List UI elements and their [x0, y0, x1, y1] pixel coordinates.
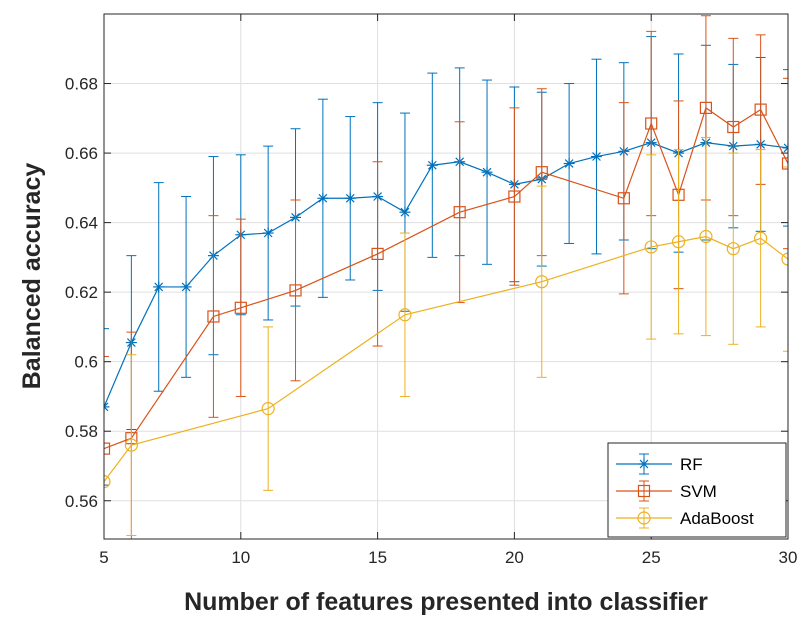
data-point [261, 402, 275, 416]
data-point [207, 310, 220, 323]
y-tick-label: 0.66 [65, 144, 98, 163]
legend-marker [638, 458, 650, 470]
series-line [104, 142, 788, 408]
data-point-stroke [427, 160, 437, 170]
data-point-stroke [181, 282, 191, 292]
error-bar [783, 69, 788, 227]
x-tick-label: 5 [99, 548, 108, 567]
data-point [344, 192, 356, 204]
data-point-stroke [592, 152, 601, 161]
data-point [699, 101, 713, 114]
ticks: 5 10 15 20 25 30 0.56 0.58 0.6 0.62 0.64 0.66 0.68 [65, 14, 798, 567]
data-point [781, 157, 788, 170]
data-point [563, 158, 575, 170]
data-point-stroke [104, 406, 109, 412]
data-point [535, 275, 549, 289]
legend-item: AdaBoost [616, 507, 754, 529]
x-axis-label: Number of features presented into classi… [184, 588, 708, 616]
data-point [124, 438, 138, 452]
data-point-stroke [783, 147, 788, 153]
error-bar [783, 77, 788, 250]
data-point [644, 240, 658, 254]
data-point [645, 117, 658, 130]
data-point-stroke [318, 193, 328, 203]
y-tick-label: 0.56 [65, 492, 98, 511]
data-point [398, 308, 412, 322]
data-point [180, 281, 192, 293]
data-point-stroke [154, 282, 164, 292]
data-point [153, 281, 165, 293]
legend-marker [637, 511, 651, 525]
data-point [590, 151, 602, 163]
data-point [781, 252, 788, 266]
data-point [104, 475, 111, 489]
y-tick-label: 0.64 [65, 214, 98, 233]
legend-item: RF [616, 453, 703, 475]
legend-item: SVM [616, 480, 717, 502]
plot-frame [103, 13, 789, 540]
data-point [481, 166, 493, 178]
data-point-stroke [564, 159, 574, 168]
series-line [104, 235, 788, 482]
legend-box [607, 442, 787, 538]
legend-label: AdaBoost [680, 509, 754, 528]
data-point [782, 142, 788, 154]
error-bar [783, 166, 788, 352]
data-point [289, 284, 302, 297]
data-point [104, 401, 110, 413]
legend-label: RF [680, 455, 703, 474]
data-point [508, 190, 521, 203]
data-point-stroke [345, 193, 355, 203]
x-tick-label: 15 [368, 548, 387, 567]
data-point [453, 206, 466, 219]
legend-marker-stroke [639, 459, 649, 469]
x-tick-label: 20 [505, 548, 524, 567]
data-point [234, 301, 247, 314]
series-adaboost [104, 136, 788, 537]
x-tick-label: 10 [231, 548, 250, 567]
legend: RF SVM AdaBoost [607, 442, 787, 538]
data-point [726, 242, 740, 256]
y-tick-label: 0.6 [74, 353, 98, 372]
data-point [262, 227, 274, 239]
data-point [699, 229, 713, 244]
y-axis-label: Balanced accuracy [18, 163, 46, 390]
y-tick-label: 0.62 [65, 283, 98, 302]
series-layer [104, 15, 788, 539]
data-point [104, 442, 111, 455]
legend-marker [637, 484, 651, 498]
data-point [754, 231, 768, 245]
data-point-stroke [104, 402, 109, 408]
y-tick-label: 0.58 [65, 422, 98, 441]
x-tick-label: 30 [779, 548, 798, 567]
legend-label: SVM [680, 482, 717, 501]
x-tick-label: 25 [642, 548, 661, 567]
data-point [671, 235, 686, 249]
data-point-stroke [263, 228, 273, 238]
error-bar [104, 355, 109, 539]
data-point [727, 120, 740, 134]
data-point-stroke [783, 143, 788, 149]
data-point [317, 192, 329, 204]
y-tick-label: 0.68 [65, 75, 98, 94]
data-point [371, 247, 384, 261]
data-point [399, 206, 411, 218]
data-point [754, 103, 767, 116]
data-point [535, 166, 548, 179]
data-point [426, 159, 438, 171]
data-point [617, 192, 630, 205]
error-bar [104, 328, 109, 486]
data-point-stroke [482, 167, 492, 177]
series-line [104, 106, 788, 450]
data-point-stroke [400, 207, 410, 217]
